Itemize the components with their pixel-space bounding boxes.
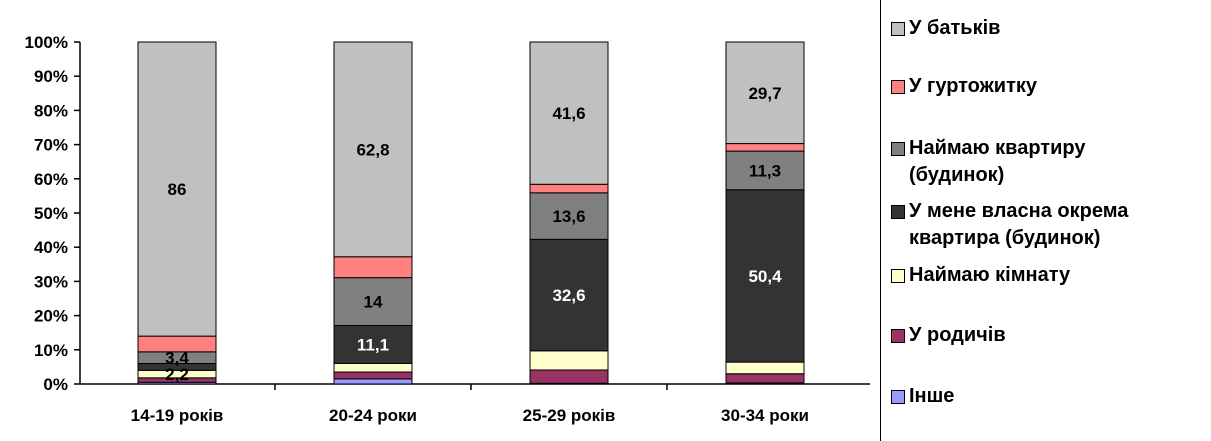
data-label: 86 bbox=[168, 180, 187, 199]
y-tick-label: 90% bbox=[34, 67, 68, 86]
bar-segment bbox=[725, 143, 805, 152]
legend-swatch bbox=[891, 329, 905, 343]
legend-label: У родичів bbox=[909, 324, 1006, 346]
legend-label: Наймаю квартиру (будинок) bbox=[909, 137, 1086, 186]
legend-swatch bbox=[891, 390, 905, 404]
y-tick-label: 30% bbox=[34, 272, 68, 291]
data-label: 14 bbox=[364, 293, 383, 312]
y-tick-label: 80% bbox=[34, 101, 68, 120]
stacked-bar-chart: 0% 10% 20% 30% 40% 50% 60% 70% 80% 90% 100% 14-19 р… bbox=[25, 33, 870, 425]
data-label: 2,2 bbox=[165, 365, 189, 384]
bar-segment bbox=[333, 256, 413, 279]
bar-segment bbox=[333, 362, 413, 373]
data-label: 3,4 bbox=[165, 349, 189, 368]
bar-segment bbox=[333, 325, 413, 364]
y-tick-label: 10% bbox=[34, 341, 68, 360]
data-label: 13,6 bbox=[552, 207, 585, 226]
legend-item: У мене власна окрема квартира (будинок) bbox=[891, 198, 1209, 252]
legend-item: У гуртожитку bbox=[891, 73, 1209, 100]
bar-segment bbox=[725, 41, 805, 145]
legend-swatch bbox=[891, 142, 905, 156]
legend-item: Наймаю квартиру (будинок) bbox=[891, 135, 1209, 189]
legend-item: Наймаю кімнату bbox=[891, 262, 1209, 289]
y-tick-label: 20% bbox=[34, 307, 68, 326]
data-label: 62,8 bbox=[356, 140, 389, 159]
x-tick-label: 14-19 років bbox=[131, 406, 224, 425]
bar-segment bbox=[725, 373, 805, 384]
legend-label: Інше bbox=[909, 385, 955, 407]
bar-segment bbox=[529, 192, 609, 240]
legend-swatch bbox=[891, 22, 905, 36]
legend-label: У мене власна окрема квартира (будинок) bbox=[909, 200, 1129, 249]
bar-segment bbox=[725, 361, 805, 375]
y-tick-label: 0% bbox=[43, 375, 68, 394]
legend-swatch bbox=[891, 269, 905, 283]
y-tick-label: 40% bbox=[34, 238, 68, 257]
bar-segment bbox=[529, 350, 609, 371]
y-tick-label: 50% bbox=[34, 204, 68, 223]
axes: 0% 10% 20% 30% 40% 50% 60% 70% 80% 90% 100% 14-19 р… bbox=[25, 33, 870, 425]
bar-segment bbox=[333, 371, 413, 380]
legend-swatch bbox=[891, 80, 905, 94]
data-labels: 2,23,4 86 11,1 14 62,8 32,6 13,6 41,6 50,4 11,3 29… bbox=[165, 84, 782, 384]
y-tick-label: 60% bbox=[34, 170, 68, 189]
bar-segment bbox=[333, 378, 413, 385]
bar-segment bbox=[333, 41, 413, 258]
data-label: 41,6 bbox=[552, 104, 585, 123]
legend-label: У батьків bbox=[909, 17, 1001, 39]
bar-segment bbox=[529, 369, 609, 384]
bar-segment bbox=[529, 238, 609, 352]
bar-segment bbox=[725, 150, 805, 191]
bar-segment bbox=[529, 41, 609, 185]
data-label: 29,7 bbox=[748, 84, 781, 103]
legend-label: У гуртожитку bbox=[909, 75, 1038, 97]
y-tick-label: 100% bbox=[25, 33, 68, 52]
bars bbox=[137, 41, 805, 385]
y-tick-label: 70% bbox=[34, 136, 68, 155]
data-label: 11,3 bbox=[749, 161, 781, 180]
data-label: 11,1 bbox=[357, 335, 389, 354]
x-tick-label: 25-29 років bbox=[523, 406, 616, 425]
legend-label: Наймаю кімнату bbox=[909, 264, 1071, 286]
data-label: 32,6 bbox=[552, 286, 585, 305]
legend-item: У батьків bbox=[891, 15, 1209, 42]
bar-segment bbox=[529, 183, 609, 194]
legend-item: У родичів bbox=[891, 322, 1209, 349]
legend-item: Інше bbox=[891, 383, 1209, 410]
bar-segment bbox=[137, 41, 217, 337]
legend: У батьків У гуртожитку Наймаю квартиру (бу… bbox=[880, 0, 1211, 441]
x-tick-label: 30-34 роки bbox=[721, 406, 809, 425]
data-label: 50,4 bbox=[748, 267, 782, 286]
bar-segment bbox=[725, 189, 805, 363]
x-tick-label: 20-24 роки bbox=[329, 406, 417, 425]
legend-swatch bbox=[891, 205, 905, 219]
